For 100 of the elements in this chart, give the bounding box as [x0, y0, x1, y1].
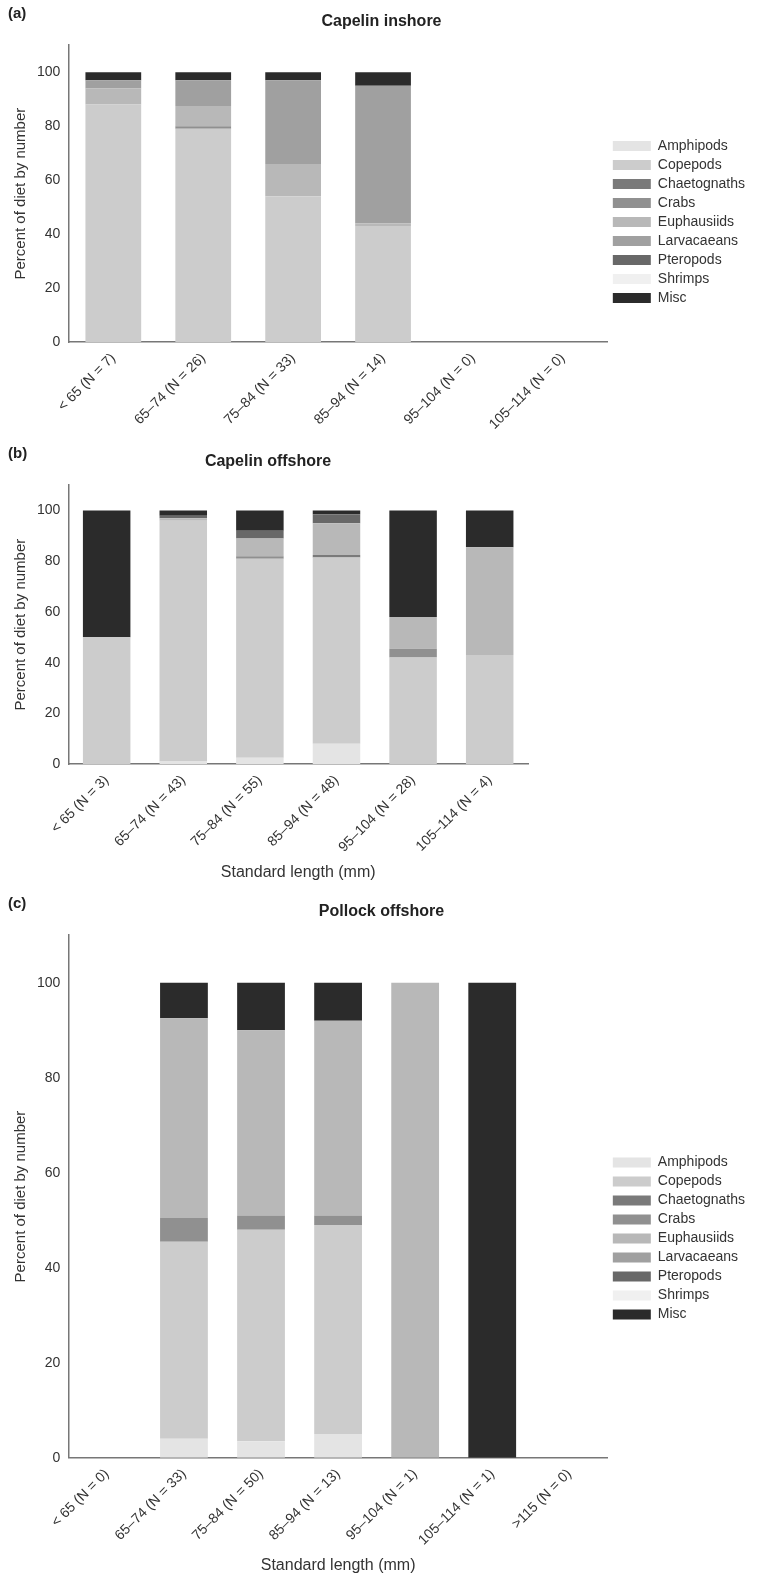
bar: [159, 520, 208, 762]
y-tick-label: 40: [44, 1258, 61, 1275]
legend-label: Pteropods: [657, 1267, 722, 1284]
legend-label: Larvacaeans: [657, 231, 738, 248]
legend-label: Crabs: [657, 193, 696, 210]
y-tick-label: 100: [37, 63, 61, 80]
bar: [312, 523, 361, 555]
text: (a): [8, 3, 27, 21]
bar: [465, 547, 514, 656]
legend-label: Amphipods: [657, 136, 728, 153]
chart-title: Capelin inshore: [321, 12, 442, 30]
bar: [236, 558, 284, 758]
legend-label: Misc: [657, 288, 687, 305]
bar: [312, 743, 361, 765]
x-tick-label: < 65 (N = 7): [54, 349, 119, 414]
bar: [314, 1434, 362, 1458]
bar: [389, 617, 437, 649]
y-tick-label: 20: [44, 278, 61, 295]
bar: [82, 637, 131, 765]
legend-label: Misc: [657, 1305, 687, 1322]
bar: [236, 510, 284, 531]
bar: [85, 88, 142, 105]
legend-label: Shrimps: [657, 1286, 710, 1303]
bar: [355, 223, 411, 226]
legend-label: Chaetognaths: [657, 1191, 746, 1208]
y-tick-label: 80: [44, 117, 61, 134]
legend-label: Euphausiids: [657, 1229, 735, 1246]
bar: [175, 80, 232, 106]
bar: [265, 196, 322, 343]
text: (c): [8, 893, 27, 911]
bar: [314, 1225, 362, 1435]
legend-label: Copepods: [657, 155, 722, 172]
legend-label: Shrimps: [657, 269, 710, 286]
x-tick-label: < 65 (N = 0): [47, 1465, 112, 1530]
y-tick-label: 20: [44, 704, 61, 721]
bar: [314, 1020, 362, 1216]
text: (b): [8, 443, 28, 461]
bar: [159, 510, 208, 516]
bar: [314, 982, 362, 1021]
bar: [160, 1241, 208, 1439]
bar: [237, 1229, 285, 1442]
bar: [265, 72, 322, 81]
y-axis-title: Percent of diet by number: [11, 538, 29, 711]
legend-label: Pteropods: [657, 250, 722, 267]
y-axis-title: Percent of diet by number: [11, 107, 29, 280]
bar: [160, 1438, 208, 1458]
legend-label: Amphipods: [657, 1153, 728, 1170]
x-tick-label: < 65 (N = 3): [47, 771, 112, 836]
y-tick-label: 0: [52, 332, 61, 349]
y-tick-label: 80: [44, 1068, 61, 1085]
bar: [237, 1215, 285, 1230]
bar: [355, 226, 411, 343]
bar: [237, 982, 285, 1031]
bar: [85, 80, 142, 89]
bar: [237, 1441, 285, 1458]
legend-label: Chaetognaths: [657, 174, 746, 191]
bar: [82, 510, 131, 638]
bar: [160, 1217, 208, 1242]
legend-label: Crabs: [657, 1210, 696, 1227]
bar: [465, 510, 514, 548]
bar: [391, 982, 440, 1458]
bar: [355, 72, 411, 86]
bar: [160, 1018, 208, 1218]
legend-label: Larvacaeans: [657, 1248, 738, 1265]
y-tick-label: 40: [44, 224, 61, 241]
bar: [389, 510, 437, 618]
bar: [314, 1215, 362, 1226]
x-axis-title: Standard length (mm): [220, 862, 376, 880]
y-axis-title: Percent of diet by number: [11, 1110, 29, 1283]
chart-title: Capelin offshore: [204, 452, 332, 470]
y-tick-label: 40: [44, 653, 61, 670]
y-tick-label: 0: [52, 1448, 61, 1465]
y-tick-label: 60: [44, 1163, 61, 1180]
y-tick-label: 20: [44, 1353, 61, 1370]
bar: [389, 657, 437, 765]
bar: [389, 648, 437, 658]
y-tick-label: 100: [37, 501, 61, 518]
y-tick-label: 0: [52, 754, 61, 771]
y-tick-label: 80: [44, 552, 61, 569]
chart-title: Pollock offshore: [318, 902, 445, 920]
legend-label: Copepods: [657, 1172, 722, 1189]
y-tick-label: 60: [44, 602, 61, 619]
bar: [236, 757, 284, 765]
bar: [465, 655, 514, 765]
y-tick-label: 60: [44, 170, 61, 187]
bar: [312, 557, 361, 744]
bar: [175, 72, 232, 81]
bar: [312, 514, 361, 524]
bar: [236, 530, 284, 539]
bar: [265, 163, 322, 197]
y-tick-label: 100: [37, 973, 61, 990]
bar: [85, 72, 142, 81]
bar: [85, 104, 142, 343]
bar: [160, 982, 208, 1019]
bar: [236, 556, 284, 559]
bar: [265, 80, 322, 164]
legend-label: Euphausiids: [657, 212, 735, 229]
bar: [468, 982, 517, 1458]
x-axis-title: Standard length (mm): [260, 1555, 416, 1573]
bar: [175, 126, 232, 129]
